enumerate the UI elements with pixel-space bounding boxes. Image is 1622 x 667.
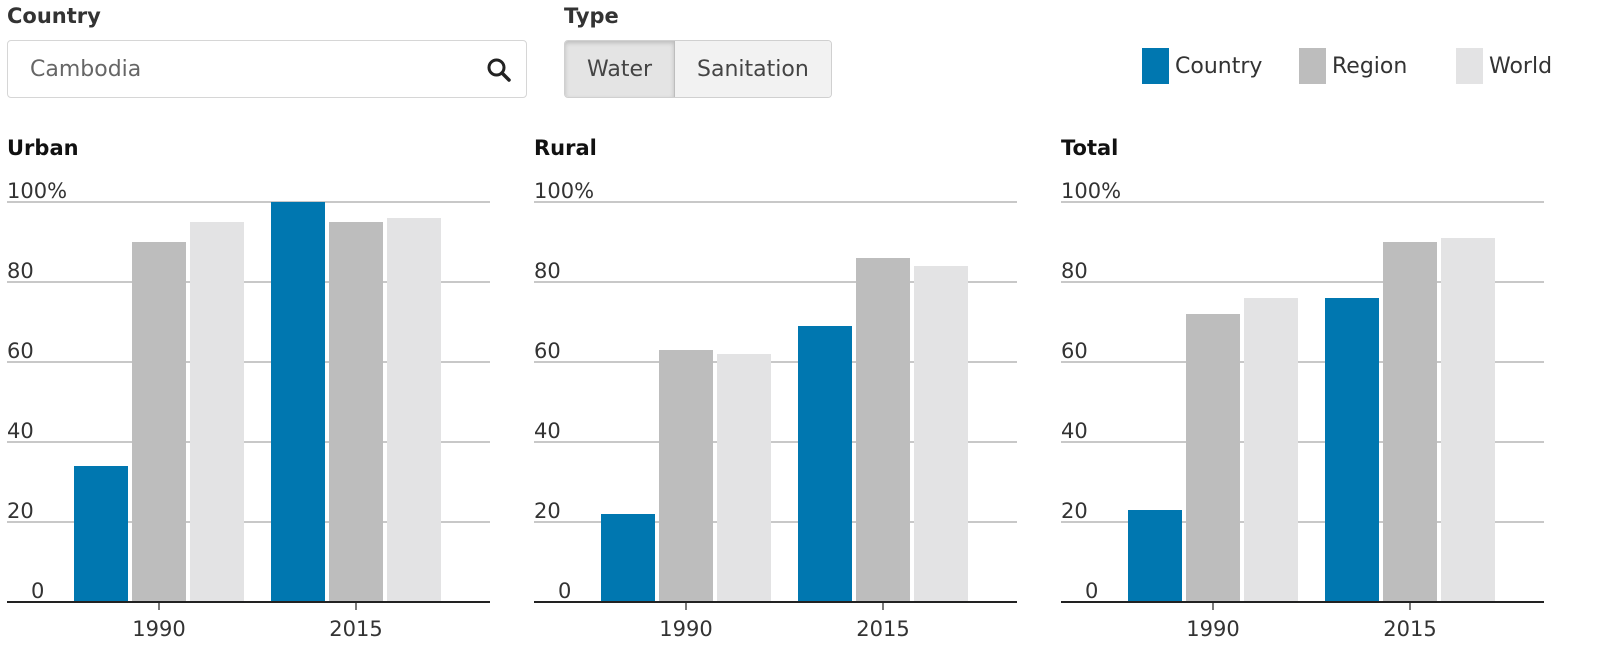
- y-tick-label: 60: [7, 339, 34, 363]
- y-tick-label: 80: [534, 259, 561, 283]
- bar-region-2015: [329, 222, 383, 602]
- bar-world-1990: [1244, 298, 1298, 602]
- x-tick-label: 2015: [1383, 617, 1436, 641]
- bar-region-1990: [659, 350, 713, 602]
- legend-label-country: Country: [1175, 53, 1263, 79]
- y-tick-label: 20: [1061, 499, 1088, 523]
- bar-region-2015: [856, 258, 910, 602]
- y-tick-label: 100%: [7, 179, 67, 203]
- bar-world-2015: [1441, 238, 1495, 602]
- bar-world-1990: [190, 222, 244, 602]
- bar-region-2015: [1383, 242, 1437, 602]
- y-tick-label: 0: [31, 579, 44, 603]
- legend-item-world: World: [1456, 48, 1552, 84]
- legend-label-world: World: [1489, 53, 1553, 79]
- bar-country-2015: [271, 202, 325, 602]
- type-sanitation-button[interactable]: Sanitation: [675, 41, 831, 97]
- legend-item-country: Country: [1142, 48, 1262, 84]
- country-search-input[interactable]: [8, 41, 468, 97]
- y-tick-label: 40: [7, 419, 34, 443]
- y-tick-label: 60: [534, 339, 561, 363]
- y-tick-label: 80: [7, 259, 34, 283]
- y-tick-label: 80: [1061, 259, 1088, 283]
- x-tick-label: 2015: [856, 617, 909, 641]
- bar-world-2015: [387, 218, 441, 602]
- y-tick-label: 40: [1061, 419, 1088, 443]
- panel-title-total: Total: [1061, 136, 1119, 160]
- y-tick-label: 20: [7, 499, 34, 523]
- x-tick-label: 1990: [659, 617, 712, 641]
- bar-region-1990: [132, 242, 186, 602]
- panel-title-rural: Rural: [534, 136, 597, 160]
- legend-item-region: Region: [1299, 48, 1407, 84]
- bar-country-1990: [601, 514, 655, 602]
- y-tick-label: 60: [1061, 339, 1088, 363]
- x-tick-label: 2015: [329, 617, 382, 641]
- country-search-box: [7, 40, 527, 98]
- y-tick-label: 40: [534, 419, 561, 443]
- y-tick-label: 0: [1085, 579, 1098, 603]
- x-tick-label: 1990: [132, 617, 185, 641]
- bar-country-2015: [798, 326, 852, 602]
- y-tick-label: 20: [534, 499, 561, 523]
- search-icon[interactable]: [486, 57, 512, 83]
- bar-country-1990: [1128, 510, 1182, 602]
- x-tick-label: 1990: [1186, 617, 1239, 641]
- bar-world-2015: [914, 266, 968, 602]
- country-label: Country: [7, 4, 101, 28]
- bar-region-1990: [1186, 314, 1240, 602]
- y-tick-label: 100%: [1061, 179, 1121, 203]
- bar-country-1990: [74, 466, 128, 602]
- legend-swatch-region: [1299, 48, 1326, 84]
- legend-swatch-world: [1456, 48, 1483, 84]
- y-tick-label: 100%: [534, 179, 594, 203]
- y-tick-label: 0: [558, 579, 571, 603]
- bar-world-1990: [717, 354, 771, 602]
- type-toggle: Water Sanitation: [564, 40, 832, 98]
- legend-swatch-country: [1142, 48, 1169, 84]
- bar-country-2015: [1325, 298, 1379, 602]
- type-water-button[interactable]: Water: [565, 41, 676, 97]
- legend-label-region: Region: [1332, 53, 1408, 79]
- type-label: Type: [564, 4, 619, 28]
- panel-title-urban: Urban: [7, 136, 79, 160]
